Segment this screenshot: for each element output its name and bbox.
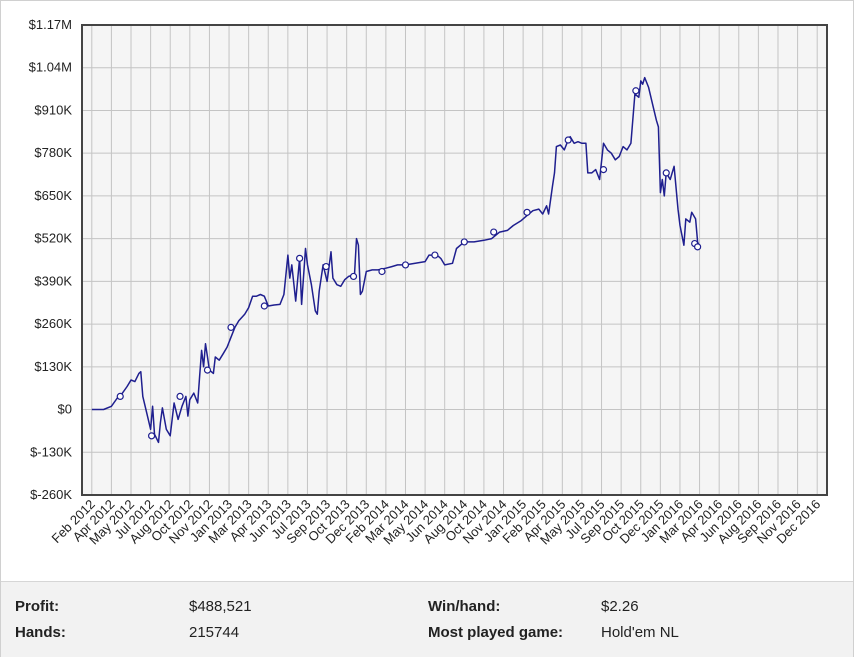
most-played-game-value: Hold'em NL [601,624,679,641]
y-tick-label: $130K [34,359,72,374]
data-point-marker [564,136,572,144]
data-point-marker [460,238,468,246]
y-tick-label: $260K [34,316,72,331]
y-tick-label: $650K [34,188,72,203]
data-point-marker [378,267,386,276]
data-point-marker [349,272,358,281]
profit-value: $488,521 [189,598,252,615]
data-point-marker [227,323,235,331]
data-point-marker [322,262,330,271]
profit-line [91,76,701,444]
data-point-marker [401,261,410,269]
y-tick-label: $1.04M [29,60,72,75]
data-point-marker [490,228,498,236]
plot-area-background [82,25,827,495]
data-point-marker [116,392,124,400]
data-point-marker [662,169,670,177]
y-axis-ticks: $-260K $-130K $0 $130K $260K $390K $520K $650K $… [29,17,73,502]
data-point-marker [523,208,531,216]
data-point-marker [431,251,439,259]
hands-label: Hands: [15,624,66,641]
y-tick-label: $-130K [30,444,72,459]
y-tick-label: $910K [34,102,72,117]
y-tick-label: $390K [34,273,72,288]
data-point-marker [599,166,608,174]
data-point-marker [296,254,304,262]
data-point-marker [632,87,640,95]
most-played-game-label: Most played game: [428,624,564,641]
profit-line-chart: $-260K $-130K $0 $130K $260K $390K $520K $650K $… [29,17,828,548]
y-tick-label: $1.17M [29,17,72,32]
data-point-marker [147,432,156,440]
win-per-hand-label: Win/hand: [428,598,501,615]
y-tick-label: $-260K [30,487,72,502]
stats-panel: Profit: $488,521 Hands: 215744 Win/hand:… [1,581,853,657]
data-point-marker [694,243,702,251]
plot-area-border [81,24,828,496]
data-series [91,76,702,444]
profit-label: Profit: [15,598,60,615]
y-tick-label: $0 [58,402,72,417]
data-point-marker [260,302,268,310]
data-point-marker [203,366,212,374]
y-tick-label: $780K [34,145,72,160]
data-point-marker [176,392,184,400]
win-per-hand-value: $2.26 [601,598,639,615]
y-tick-label: $520K [34,231,72,246]
hands-value: 215744 [189,624,240,641]
